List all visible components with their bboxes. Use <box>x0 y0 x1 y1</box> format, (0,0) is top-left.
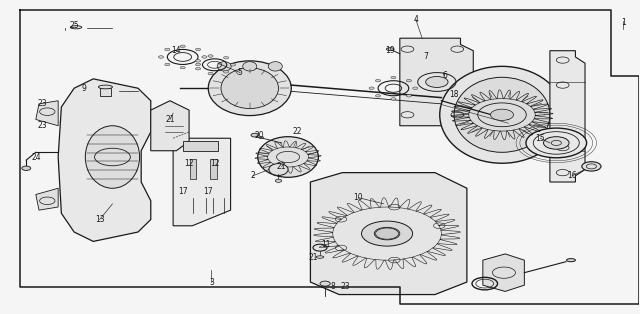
Ellipse shape <box>22 166 31 171</box>
Circle shape <box>195 68 200 70</box>
Circle shape <box>376 228 399 239</box>
Polygon shape <box>550 51 585 182</box>
Circle shape <box>180 45 185 48</box>
Text: 4: 4 <box>413 15 418 24</box>
Text: 17: 17 <box>204 187 213 196</box>
Text: 21: 21 <box>165 115 175 124</box>
Circle shape <box>376 95 381 97</box>
Circle shape <box>195 63 200 66</box>
Text: 3: 3 <box>209 278 214 287</box>
Ellipse shape <box>362 221 413 246</box>
Text: 25: 25 <box>69 21 79 30</box>
Ellipse shape <box>217 62 231 71</box>
Ellipse shape <box>99 85 113 89</box>
Polygon shape <box>36 101 58 126</box>
Circle shape <box>202 56 207 58</box>
Text: 10: 10 <box>353 193 363 202</box>
Text: 23: 23 <box>37 121 47 130</box>
Bar <box>210 159 216 179</box>
Text: 15: 15 <box>536 134 545 143</box>
Text: 12: 12 <box>210 159 220 168</box>
Ellipse shape <box>387 48 394 51</box>
Ellipse shape <box>208 61 291 116</box>
Polygon shape <box>58 79 151 241</box>
Circle shape <box>164 63 170 66</box>
Circle shape <box>230 63 236 66</box>
Bar <box>182 141 218 151</box>
Circle shape <box>369 87 374 89</box>
Text: 20: 20 <box>255 131 264 140</box>
Ellipse shape <box>440 66 564 163</box>
Ellipse shape <box>543 137 569 149</box>
Circle shape <box>413 87 418 89</box>
Text: 21: 21 <box>309 252 318 262</box>
Ellipse shape <box>259 137 264 139</box>
Bar <box>189 159 196 179</box>
Circle shape <box>406 79 412 82</box>
Text: 2: 2 <box>251 171 255 180</box>
Ellipse shape <box>221 68 278 109</box>
Ellipse shape <box>85 126 140 188</box>
Text: 19: 19 <box>385 46 395 55</box>
Text: 23: 23 <box>340 282 350 291</box>
Text: 1: 1 <box>621 18 626 27</box>
Circle shape <box>391 76 396 79</box>
Text: 11: 11 <box>322 240 331 249</box>
Circle shape <box>208 72 213 75</box>
Ellipse shape <box>70 26 82 29</box>
Ellipse shape <box>275 179 282 182</box>
Text: 17: 17 <box>178 187 188 196</box>
Text: 8: 8 <box>330 282 335 291</box>
Text: 9: 9 <box>81 84 86 93</box>
Ellipse shape <box>243 62 257 71</box>
Text: 22: 22 <box>293 127 302 137</box>
Ellipse shape <box>426 77 448 87</box>
Circle shape <box>159 56 164 58</box>
Text: 6: 6 <box>442 71 447 80</box>
Ellipse shape <box>526 128 587 158</box>
Ellipse shape <box>566 259 575 262</box>
Ellipse shape <box>582 162 601 171</box>
Text: 18: 18 <box>449 90 459 99</box>
Circle shape <box>490 109 513 121</box>
Ellipse shape <box>251 133 259 137</box>
Ellipse shape <box>316 256 324 258</box>
Circle shape <box>391 98 396 100</box>
Circle shape <box>223 71 228 73</box>
Circle shape <box>164 48 170 51</box>
Circle shape <box>195 48 200 51</box>
Ellipse shape <box>454 77 550 152</box>
Text: 12: 12 <box>184 159 194 168</box>
Text: 21: 21 <box>277 162 287 171</box>
Polygon shape <box>36 188 58 210</box>
Text: 5: 5 <box>237 68 243 77</box>
Ellipse shape <box>269 164 288 176</box>
Text: 23: 23 <box>37 99 47 108</box>
Polygon shape <box>483 254 524 291</box>
Circle shape <box>376 79 381 82</box>
Ellipse shape <box>258 137 319 177</box>
Polygon shape <box>173 138 230 226</box>
Text: 7: 7 <box>423 52 428 62</box>
Polygon shape <box>400 38 473 126</box>
Text: 16: 16 <box>568 171 577 180</box>
Text: 13: 13 <box>95 215 104 224</box>
Circle shape <box>195 60 200 62</box>
Circle shape <box>223 57 228 59</box>
Text: 24: 24 <box>31 153 40 161</box>
Circle shape <box>180 66 185 69</box>
Polygon shape <box>151 101 189 151</box>
Ellipse shape <box>320 281 330 286</box>
Polygon shape <box>310 173 467 295</box>
Ellipse shape <box>268 62 282 71</box>
Circle shape <box>208 55 213 57</box>
Bar <box>100 88 111 96</box>
Text: 14: 14 <box>172 46 181 55</box>
Circle shape <box>406 95 412 97</box>
